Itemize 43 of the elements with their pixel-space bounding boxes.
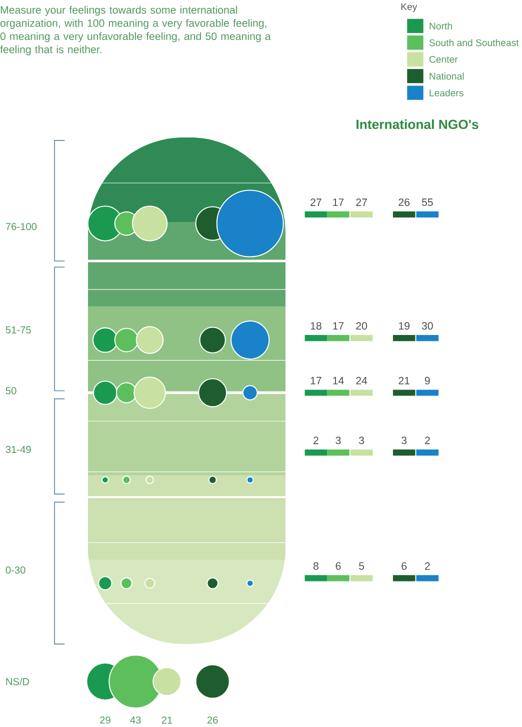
- data-label: 14: [333, 376, 344, 384]
- category-label: 51-75: [6, 326, 31, 334]
- legend-label: Center: [429, 56, 458, 63]
- data-label: 21: [398, 376, 410, 384]
- data-label: 6: [336, 562, 341, 570]
- data-label: 2: [424, 562, 430, 570]
- data-label: 18: [310, 322, 322, 330]
- data-label: 5: [358, 562, 364, 570]
- data-label: 6: [402, 562, 406, 570]
- data-label: 26: [398, 198, 410, 206]
- data-label: 29: [100, 716, 110, 724]
- data-label: 21: [162, 716, 172, 724]
- data-label: 55: [422, 198, 433, 206]
- legend-label: National: [430, 72, 464, 80]
- data-label: 9: [424, 376, 430, 384]
- data-label: 17: [310, 376, 322, 384]
- legend-label: South and Southeast: [429, 39, 519, 46]
- data-label: 19: [398, 322, 410, 330]
- data-label: 27: [356, 198, 367, 206]
- data-label: 3: [336, 436, 341, 444]
- category-label: 31-49: [6, 446, 31, 454]
- data-label: 3: [401, 436, 406, 444]
- legend-label: North: [430, 22, 452, 30]
- data-label: 17: [333, 322, 344, 330]
- category-label: 76-100: [6, 222, 36, 230]
- legend-label: Leaders: [430, 89, 464, 96]
- data-label: 3: [358, 436, 364, 444]
- data-label: 24: [356, 376, 368, 384]
- data-label: 20: [356, 322, 367, 330]
- data-label: 26: [207, 716, 218, 724]
- category-label: 50: [6, 387, 16, 394]
- data-label: 8: [313, 562, 318, 570]
- text: International NGO's: [356, 119, 478, 130]
- data-label: 2: [313, 436, 318, 444]
- data-label: 2: [424, 436, 430, 444]
- legend-title: Key: [401, 3, 418, 12]
- data-label: 27: [310, 198, 322, 206]
- category-label: NS/D: [6, 678, 30, 686]
- data-label: 43: [130, 716, 141, 724]
- text: Measure your feelings towards some international organization, with 100 meaning a very favorable feeling, 0 meaning a very unfavorable feeling, and 50 meaning a feeling that is neither.: [0, 6, 271, 56]
- data-label: 30: [422, 322, 433, 330]
- category-label: 0-30: [6, 566, 26, 574]
- data-label: 17: [333, 198, 344, 206]
